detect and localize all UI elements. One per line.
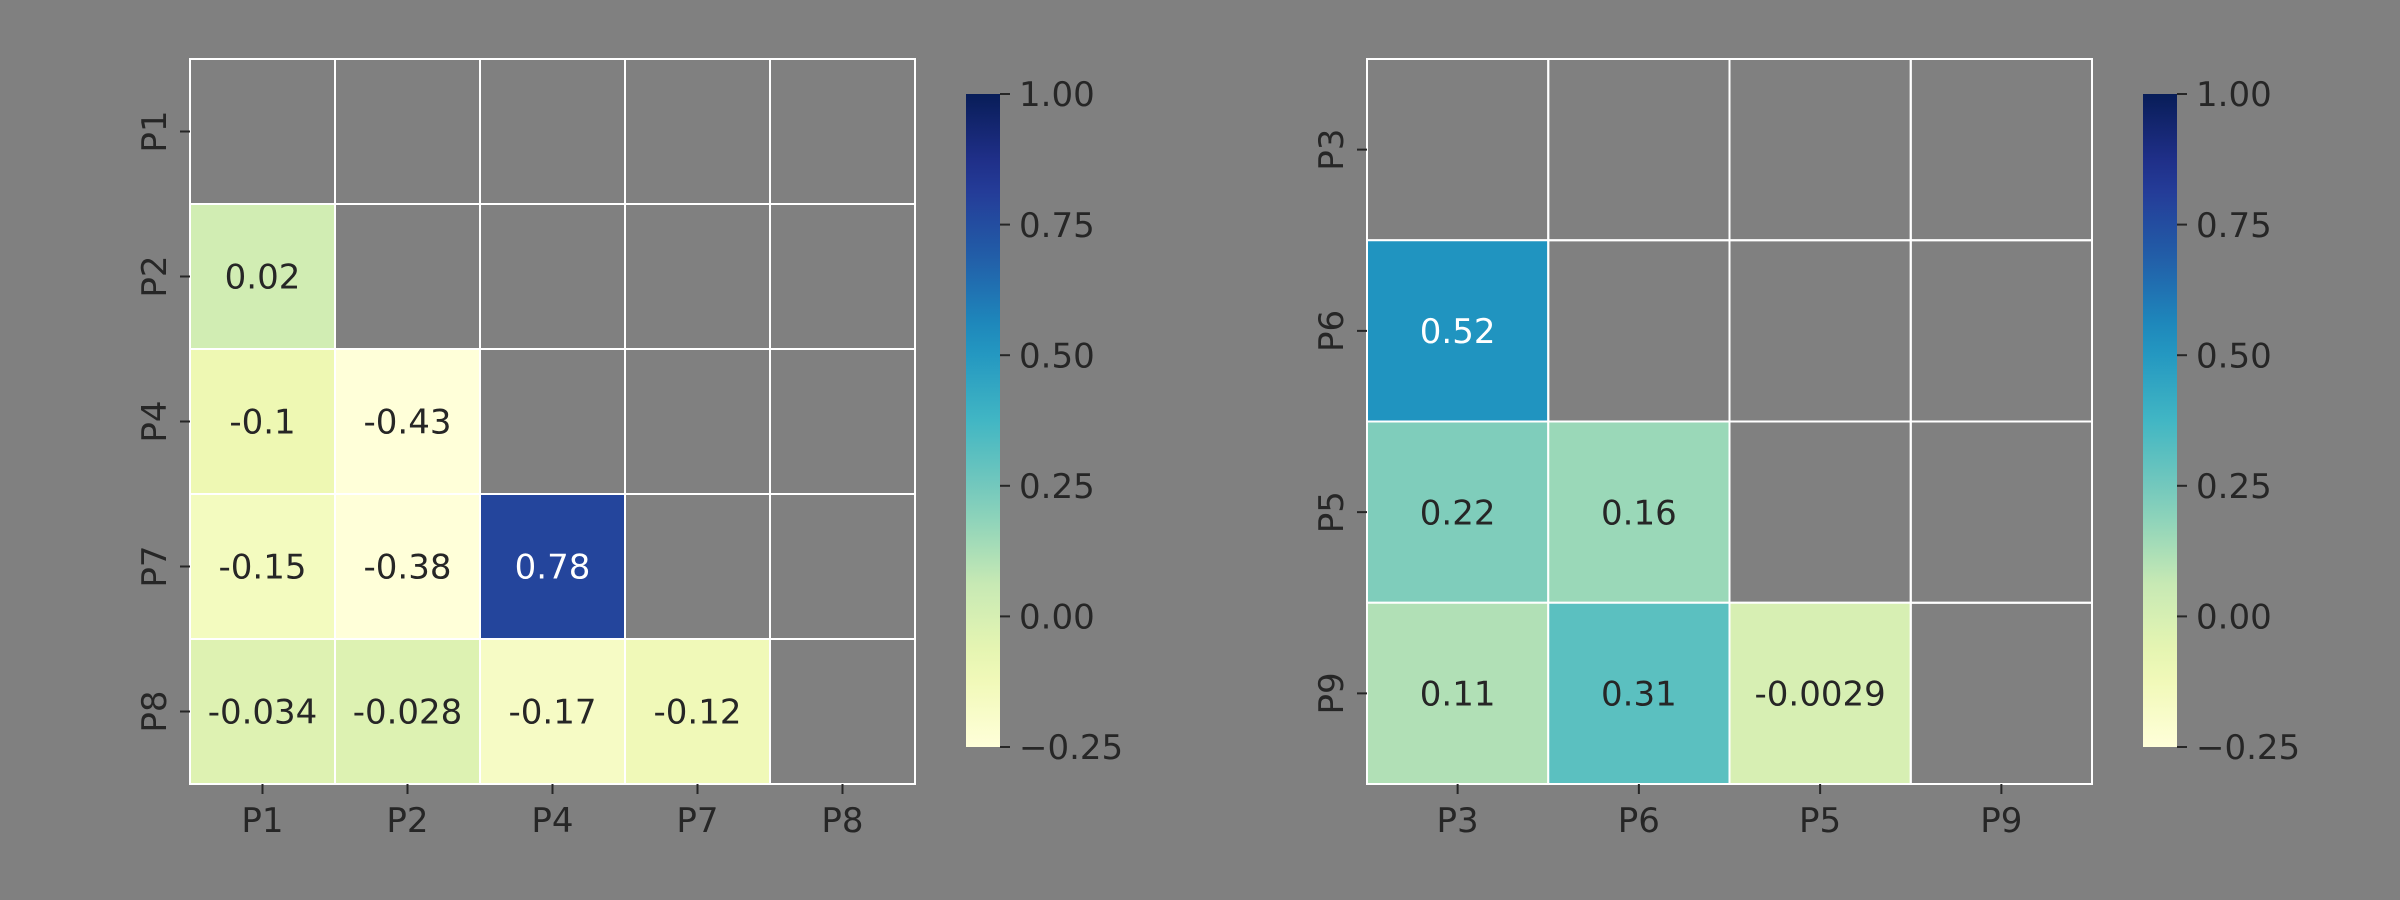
cell-value-label: -0.1 — [229, 403, 295, 443]
colorbar-tick-label: 1.00 — [2196, 75, 2272, 115]
masked-cell — [334, 58, 481, 205]
heatmap-left: 0.02 -0.1 -0.43 -0.15 -0.38 0.78 -0.034 -0.028 -… — [135, 58, 1123, 841]
cell-value-label: -0.12 — [654, 693, 742, 733]
heatmap-cell — [189, 493, 336, 640]
colorbar-tick-label: 0.25 — [1019, 467, 1095, 507]
cell-value-label: 0.11 — [1420, 675, 1496, 715]
y-tick-label: P9 — [1312, 672, 1352, 714]
masked-cell — [1909, 58, 2093, 242]
colorbar — [2143, 94, 2177, 747]
heatmap-cell — [479, 493, 626, 640]
heatmap-cell — [624, 638, 771, 785]
x-tick-label: P9 — [1980, 801, 2022, 841]
heatmap-cell — [1366, 239, 1550, 423]
masked-cell — [1366, 58, 1550, 242]
x-tick-label: P6 — [1618, 801, 1660, 841]
x-tick-label: P2 — [386, 801, 428, 841]
heatmap-cell — [1366, 420, 1550, 604]
masked-cell — [1728, 239, 1912, 423]
masked-cell — [769, 493, 916, 640]
cell-value-label: 0.02 — [225, 258, 301, 298]
masked-cell — [1547, 239, 1731, 423]
masked-cell — [769, 58, 916, 205]
masked-cell — [624, 203, 771, 350]
masked-cell — [624, 58, 771, 205]
masked-cell — [1909, 420, 2093, 604]
masked-cell — [769, 348, 916, 495]
y-tick-label: P6 — [1312, 310, 1352, 352]
x-tick-label: P8 — [821, 801, 863, 841]
cell-value-label: -0.15 — [219, 548, 307, 588]
x-tick-label: P3 — [1437, 801, 1479, 841]
heatmap-cell — [1547, 601, 1731, 785]
masked-cell — [479, 348, 626, 495]
colorbar-tick-label: 0.50 — [1019, 336, 1095, 376]
masked-cell — [479, 58, 626, 205]
colorbar-tick-label: 0.75 — [2196, 206, 2272, 246]
heatmap-cell — [189, 203, 336, 350]
colorbar-tick-label: 0.25 — [2196, 467, 2272, 507]
cell-value-label: -0.17 — [509, 693, 597, 733]
masked-cell — [1909, 601, 2093, 785]
masked-cell — [624, 493, 771, 640]
cell-value-label: -0.43 — [364, 403, 452, 443]
masked-cell — [769, 638, 916, 785]
masked-cell — [479, 203, 626, 350]
heatmap-cell — [1366, 601, 1550, 785]
heatmap-cell — [334, 348, 481, 495]
cell-value-label: -0.38 — [364, 548, 452, 588]
cell-value-label: -0.034 — [208, 693, 318, 733]
colorbar-tick-label: 0.50 — [2196, 336, 2272, 376]
heatmap-right: 0.52 0.22 0.16 0.11 0.31 -0.0029 P3 P6 P5 P9 P3 P6 P… — [1312, 58, 2300, 841]
cell-value-label: -0.0029 — [1755, 675, 1886, 715]
y-tick-label: P2 — [135, 255, 175, 297]
colorbar-tick-label: −0.25 — [1019, 728, 1123, 768]
cell-value-label: 0.78 — [515, 548, 591, 588]
colorbar-tick-label: 0.00 — [1019, 598, 1095, 638]
colorbar-tick-label: 1.00 — [1019, 75, 1095, 115]
y-tick-label: P8 — [135, 690, 175, 732]
x-tick-label: P4 — [531, 801, 573, 841]
masked-cell — [1547, 58, 1731, 242]
masked-cell — [769, 203, 916, 350]
y-tick-label: P1 — [135, 110, 175, 152]
cell-value-label: 0.31 — [1601, 675, 1677, 715]
heatmap-cell — [189, 348, 336, 495]
cell-value-label: 0.16 — [1601, 493, 1677, 533]
cell-value-label: 0.22 — [1420, 493, 1496, 533]
masked-cell — [1728, 420, 1912, 604]
heatmap-cell — [1728, 601, 1912, 785]
colorbar-tick-label: −0.25 — [2196, 728, 2300, 768]
heatmap-cell — [334, 638, 481, 785]
heatmap-cell — [1547, 420, 1731, 604]
x-tick-label: P1 — [241, 801, 283, 841]
y-tick-label: P4 — [135, 400, 175, 442]
masked-cell — [624, 348, 771, 495]
y-tick-label: P3 — [1312, 129, 1352, 171]
masked-cell — [1728, 58, 1912, 242]
masked-cell — [189, 58, 336, 205]
x-tick-label: P7 — [676, 801, 718, 841]
cell-value-label: -0.028 — [353, 693, 463, 733]
masked-cell — [1909, 239, 2093, 423]
colorbar-tick-label: 0.75 — [1019, 206, 1095, 246]
heatmap-cell — [334, 493, 481, 640]
masked-cell — [334, 203, 481, 350]
y-tick-label: P5 — [1312, 491, 1352, 533]
cell-value-label: 0.52 — [1420, 312, 1496, 352]
colorbar-tick-label: 0.00 — [2196, 598, 2272, 638]
y-tick-label: P7 — [135, 545, 175, 587]
x-tick-label: P5 — [1799, 801, 1841, 841]
colorbar — [966, 94, 1000, 747]
